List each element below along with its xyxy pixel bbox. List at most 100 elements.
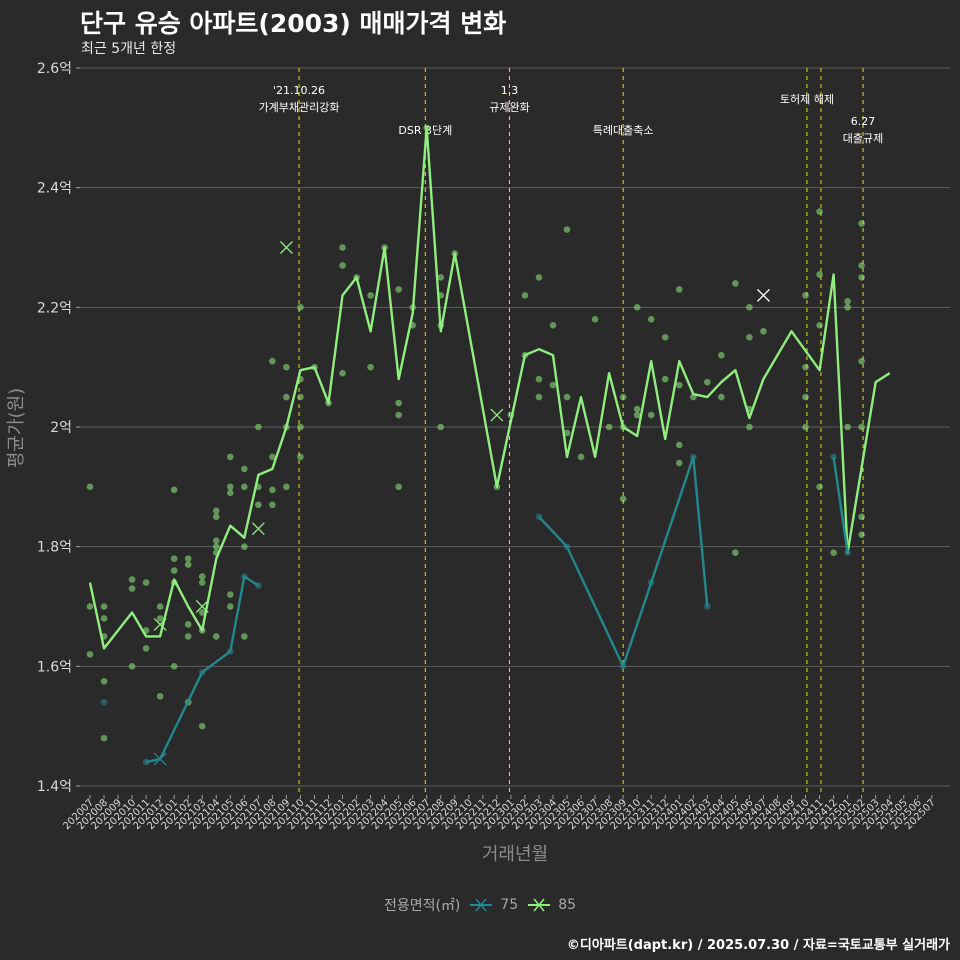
data-point-85 <box>591 316 599 323</box>
data-point-85 <box>563 429 571 437</box>
data-point-85 <box>325 399 332 407</box>
data-point-85 <box>311 363 318 371</box>
data-point-85 <box>227 453 234 461</box>
data-point-85 <box>619 495 627 503</box>
data-point-85 <box>395 411 402 419</box>
data-point-85 <box>184 633 192 640</box>
data-point-85 <box>816 271 823 278</box>
data-point-75 <box>535 513 543 521</box>
data-point-75 <box>142 758 150 766</box>
data-point-85 <box>142 627 150 634</box>
y-tick-label: 1.6억 <box>37 659 72 675</box>
data-point-85 <box>675 459 683 467</box>
cancelled-stroke <box>251 522 265 536</box>
data-point-85 <box>227 591 234 598</box>
cancelled-stroke <box>756 288 770 302</box>
data-point-85 <box>170 555 178 562</box>
data-point-85 <box>718 351 725 359</box>
data-point-85 <box>830 549 837 556</box>
data-point-85 <box>816 483 823 491</box>
event-label: 대출규제 <box>843 132 883 145</box>
cancelled-marker-75 <box>153 752 167 766</box>
data-point-85 <box>661 333 669 341</box>
y-tick-label: 2억 <box>50 420 72 436</box>
legend-symbol-85 <box>528 898 551 912</box>
data-point-85 <box>718 393 725 401</box>
series-line-75 <box>538 455 709 668</box>
data-point-85 <box>100 677 108 685</box>
data-point-85 <box>647 316 655 323</box>
legend: 전용면적(㎡) 75 85 <box>0 895 960 915</box>
data-point-85 <box>802 363 809 371</box>
data-point-85 <box>563 393 571 401</box>
data-point-75 <box>227 648 234 655</box>
data-point-85 <box>283 483 290 491</box>
data-point-75 <box>100 698 108 706</box>
data-point-85 <box>844 304 851 311</box>
data-point-85 <box>170 663 178 670</box>
event-label: '21.10.26 <box>273 84 325 97</box>
data-point-85 <box>437 321 445 329</box>
data-point-85 <box>619 393 627 401</box>
data-point-85 <box>746 405 753 413</box>
data-point-85 <box>858 262 865 269</box>
chart-title: 단구 유승 아파트(2003) 매매가격 변화 <box>80 9 507 38</box>
data-point-85 <box>858 513 865 521</box>
data-point-85 <box>605 423 613 431</box>
data-point-85 <box>339 244 346 251</box>
data-point-85 <box>647 411 655 419</box>
data-point-85 <box>212 549 220 556</box>
data-point-85 <box>367 292 374 299</box>
cancelled-marker-85 <box>195 600 209 613</box>
data-point-85 <box>858 274 865 281</box>
data-point-85 <box>241 465 248 473</box>
data-point-85 <box>409 321 416 329</box>
data-point-85 <box>170 486 178 494</box>
data-point-85 <box>227 489 234 497</box>
data-point-85 <box>704 378 711 386</box>
data-point-85 <box>184 555 192 562</box>
data-point-85 <box>732 280 739 287</box>
data-point-85 <box>198 627 206 634</box>
data-point-85 <box>227 603 234 610</box>
data-point-85 <box>633 304 641 311</box>
data-point-85 <box>297 304 304 311</box>
data-point-85 <box>142 645 150 652</box>
data-point-85 <box>395 399 402 407</box>
data-point-85 <box>283 423 290 431</box>
data-point-85 <box>689 393 697 401</box>
data-point-75 <box>844 549 851 556</box>
data-point-85 <box>212 633 220 640</box>
cancelled-stroke <box>279 241 293 254</box>
data-point-85 <box>353 274 360 281</box>
x-axis-title: 거래년월 <box>482 844 548 865</box>
data-point-85 <box>816 208 823 215</box>
data-point-75 <box>704 603 711 610</box>
event-label: 토허제 해제 <box>780 92 834 106</box>
data-point-75 <box>198 669 206 676</box>
data-point-85 <box>212 537 220 544</box>
data-point-85 <box>381 244 388 251</box>
data-point-85 <box>858 531 865 538</box>
data-point-85 <box>212 507 220 515</box>
data-point-85 <box>100 633 108 640</box>
data-point-85 <box>535 274 543 281</box>
series-line-75 <box>832 456 849 553</box>
data-point-85 <box>128 576 136 583</box>
chart-subtitle: 최근 5개년 한정 <box>81 41 177 57</box>
data-point-85 <box>339 262 346 269</box>
data-point-85 <box>437 423 445 431</box>
data-point-85 <box>170 567 178 574</box>
data-point-85 <box>816 321 823 329</box>
data-point-85 <box>844 423 851 431</box>
data-point-85 <box>535 375 543 383</box>
data-point-85 <box>633 411 641 419</box>
event-label: 6.27 <box>851 115 876 128</box>
data-point-85 <box>170 579 178 586</box>
data-point-85 <box>760 327 767 335</box>
legend-symbol-75 <box>470 898 493 912</box>
data-point-85 <box>549 381 557 389</box>
data-point-75 <box>563 543 571 550</box>
data-point-85 <box>507 411 515 419</box>
